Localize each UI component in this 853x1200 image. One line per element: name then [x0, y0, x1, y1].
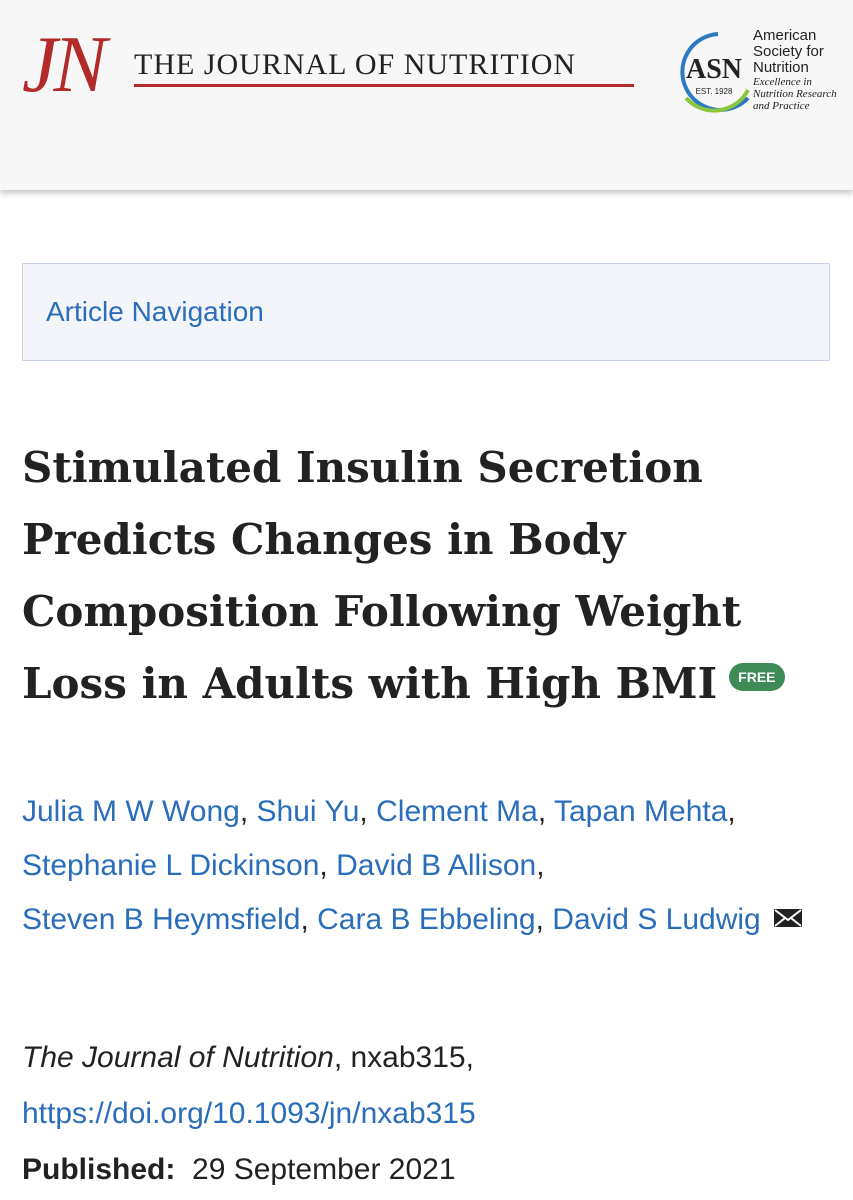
author: Steven B Heymsfield, — [22, 903, 309, 936]
author-link[interactable]: Stephanie L Dickinson — [22, 849, 320, 882]
society-name: Nutrition — [753, 59, 809, 76]
author-link[interactable]: Cara B Ebbeling — [317, 903, 536, 936]
author-separator: , — [536, 849, 545, 882]
society-text: American Society for Nutrition Excellenc… — [753, 27, 837, 113]
journal-name[interactable]: THE JOURNAL OF NUTRITION — [134, 48, 634, 87]
published-date: 29 September 2021 — [192, 1153, 456, 1186]
author: David S Ludwig — [552, 903, 802, 936]
author: Tapan Mehta, — [554, 795, 736, 828]
author-separator: , — [727, 795, 736, 828]
society-logo[interactable]: ASN EST. 1928 — [678, 28, 750, 114]
article-navigation[interactable]: Article Navigation — [22, 263, 830, 361]
society-est: EST. 1928 — [696, 87, 733, 96]
author-link[interactable]: Clement Ma — [376, 795, 538, 828]
society-name: Society for — [753, 43, 824, 60]
published-label: Published: — [22, 1153, 176, 1186]
author: Shui Yu, — [257, 795, 368, 828]
free-badge: FREE — [729, 663, 785, 691]
author-separator: , — [239, 795, 249, 828]
author-link[interactable]: Tapan Mehta — [553, 795, 728, 828]
author-link[interactable]: David S Ludwig — [552, 903, 761, 936]
author-link[interactable]: Steven B Heymsfield — [22, 903, 301, 936]
author-separator: , — [537, 795, 547, 828]
author-link[interactable]: David B Allison — [336, 849, 537, 882]
nav-label[interactable]: Article Navigation — [46, 296, 264, 327]
author-separator: , — [359, 795, 368, 828]
author: Cara B Ebbeling, — [317, 903, 544, 936]
society-tagline: Nutrition Research — [753, 88, 837, 100]
author-link[interactable]: Shui Yu — [256, 795, 360, 828]
author-separator: , — [535, 903, 544, 936]
citation-journal: The Journal of Nutrition — [22, 1041, 334, 1074]
society-tagline: and Practice — [753, 100, 810, 112]
author: Julia M W Wong, — [22, 795, 248, 828]
site-header: JN THE JOURNAL OF NUTRITION ASN EST. 192… — [0, 0, 853, 190]
society-name: American — [753, 27, 817, 44]
author-separator: , — [300, 903, 309, 936]
society-abbr: ASN — [686, 54, 742, 85]
logo-mark[interactable]: JN — [22, 21, 107, 109]
citation-rest: , nxab315, — [333, 1041, 474, 1074]
citation: The Journal of Nutrition, nxab315, https… — [22, 1030, 476, 1198]
title-text: Stimulated Insulin Secretion Predicts Ch… — [22, 443, 742, 708]
email-icon[interactable] — [773, 907, 803, 929]
doi-link[interactable]: https://doi.org/10.1093/jn/nxab315 — [22, 1097, 476, 1130]
author-separator: , — [319, 849, 328, 882]
society-tagline: Excellence in — [753, 76, 812, 88]
author: Clement Ma, — [376, 795, 546, 828]
article-title: Stimulated Insulin Secretion Predicts Ch… — [22, 432, 822, 720]
author: Stephanie L Dickinson, — [22, 849, 328, 882]
author-list: Julia M W Wong, Shui Yu, Clement Ma, Tap… — [22, 785, 832, 947]
author: David B Allison, — [336, 849, 544, 882]
author-link[interactable]: Julia M W Wong — [22, 795, 240, 828]
